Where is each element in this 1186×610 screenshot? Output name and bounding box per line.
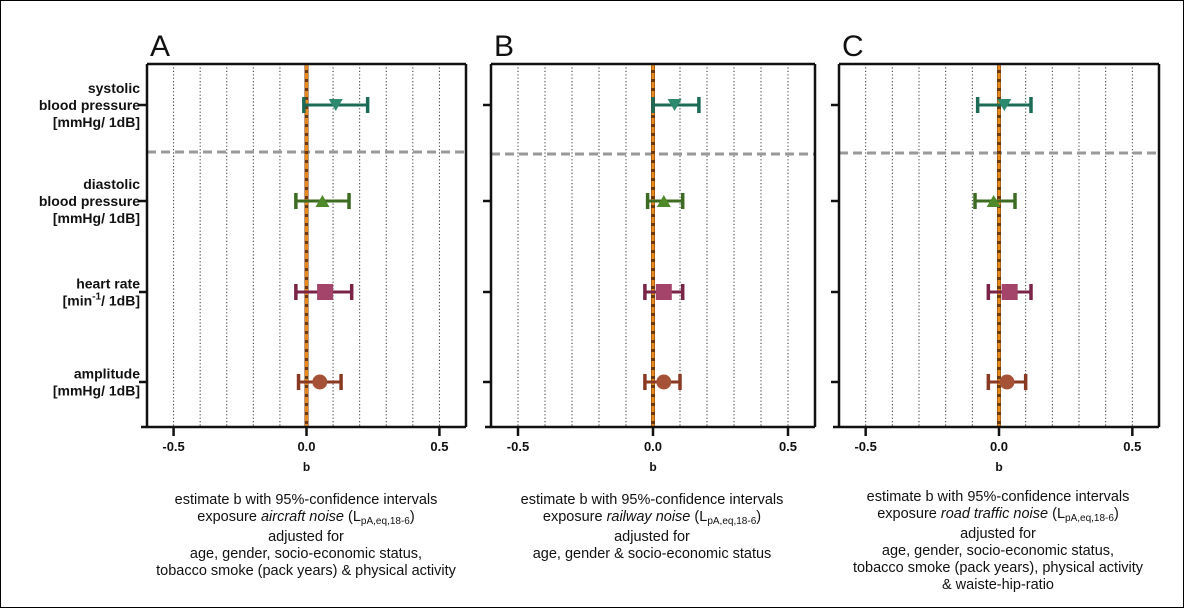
data-point-diastolic xyxy=(973,193,1017,209)
x-axis-label: b xyxy=(303,460,310,474)
x-tick-label: 0.0 xyxy=(644,439,662,454)
data-point-amplitude xyxy=(643,374,682,390)
marker-square xyxy=(655,284,672,300)
caption-a-line1: estimate b with 95%-confidence intervals xyxy=(174,492,438,508)
x-tick-label: -0.5 xyxy=(507,439,529,454)
panel-label: B xyxy=(494,30,514,63)
panel-label: C xyxy=(842,30,864,63)
panel-b: -0.5 0.0 0.5 b B xyxy=(483,30,817,474)
caption-a-adjusted: adjusted for xyxy=(268,529,344,545)
data-point-heart-rate xyxy=(986,284,1033,300)
caption-c-line1: estimate b with 95%-confidence intervals xyxy=(866,489,1130,505)
caption-b-adj-1: age, gender & socio-economic status xyxy=(532,546,772,562)
caption-a: estimate b with 95%-confidence intervals… xyxy=(146,492,466,580)
marker-triangle-down xyxy=(997,99,1012,111)
panel-label: A xyxy=(150,30,170,63)
row-label-line: amplitude xyxy=(74,366,140,382)
data-point-systolic xyxy=(651,97,701,113)
marker-triangle-down xyxy=(328,99,343,111)
x-tick-label: 0.5 xyxy=(1123,439,1141,454)
caption-b: estimate b with 95%-confidence intervals… xyxy=(492,492,812,563)
marker-triangle-down xyxy=(667,99,682,111)
data-point-systolic xyxy=(975,97,1033,113)
marker-square xyxy=(1001,284,1018,300)
caption-c-adj-3: & waiste-hip-ratio xyxy=(941,577,1054,593)
data-point-heart-rate xyxy=(643,284,685,300)
caption-c-adj-2: tobacco smoke (pack years), physical act… xyxy=(852,560,1144,576)
marker-circle xyxy=(312,374,328,390)
x-tick-label: 0.0 xyxy=(990,439,1008,454)
marker-circle xyxy=(999,374,1015,390)
caption-b-line1: estimate b with 95%-confidence intervals xyxy=(520,492,784,508)
data-point-diastolic xyxy=(645,193,685,209)
caption-c-adj-1: age, gender, socio-economic status, xyxy=(881,543,1115,559)
row-label-line: [mmHg/ 1dB] xyxy=(53,210,140,226)
caption-a-noise: aircraft noise xyxy=(260,509,344,525)
caption-b-noise: railway noise xyxy=(606,509,691,525)
caption-c-exposure: exposure road traffic noise (LpA,eq,18-6… xyxy=(877,506,1119,524)
panel-a: -0.5 0.0 0.5 b A xyxy=(139,30,468,474)
marker-circle xyxy=(656,374,672,390)
row-label-line: [min-1/ 1dB] xyxy=(63,292,140,309)
caption-a-adj-2: tobacco smoke (pack years) & physical ac… xyxy=(156,563,456,579)
data-point-diastolic xyxy=(294,193,351,209)
row-label-line: diastolic xyxy=(83,176,140,192)
x-tick-label: -0.5 xyxy=(854,439,876,454)
marker-triangle-up xyxy=(986,195,1001,207)
data-point-amplitude xyxy=(296,374,343,390)
x-tick-label: -0.5 xyxy=(162,439,184,454)
row-label-line: [mmHg/ 1dB] xyxy=(53,383,140,399)
data-point-amplitude xyxy=(986,374,1028,390)
x-tick-label: 0.5 xyxy=(779,439,797,454)
caption-c-noise: road traffic noise xyxy=(940,506,1049,522)
data-point-heart-rate xyxy=(294,284,354,300)
x-tick-label: 0.5 xyxy=(430,439,448,454)
x-tick-label: 0.0 xyxy=(297,439,315,454)
marker-triangle-up xyxy=(315,195,330,207)
data-point-systolic xyxy=(302,97,370,113)
x-axis-label: b xyxy=(649,460,656,474)
caption-a-adj-1: age, gender, socio-economic status, xyxy=(189,546,423,562)
row-label-line: blood pressure xyxy=(39,193,140,209)
row-label-line: [mmHg/ 1dB] xyxy=(53,114,140,130)
x-axis-label: b xyxy=(995,460,1002,474)
marker-square xyxy=(317,284,334,300)
marker-triangle-up xyxy=(656,195,671,207)
caption-b-adjusted: adjusted for xyxy=(614,529,690,545)
row-label-line: heart rate xyxy=(76,276,140,292)
row-label-line: blood pressure xyxy=(39,97,140,113)
row-label-line: systolic xyxy=(88,80,140,96)
caption-c: estimate b with 95%-confidence intervals… xyxy=(838,489,1158,594)
caption-b-exposure: exposure railway noise (LpA,eq,18-6) xyxy=(542,509,762,527)
caption-a-exposure: exposure aircraft noise (LpA,eq,18-6) xyxy=(197,509,415,527)
caption-c-adjusted: adjusted for xyxy=(960,526,1036,542)
panel-c: -0.5 0.0 0.5 b C xyxy=(831,30,1161,474)
